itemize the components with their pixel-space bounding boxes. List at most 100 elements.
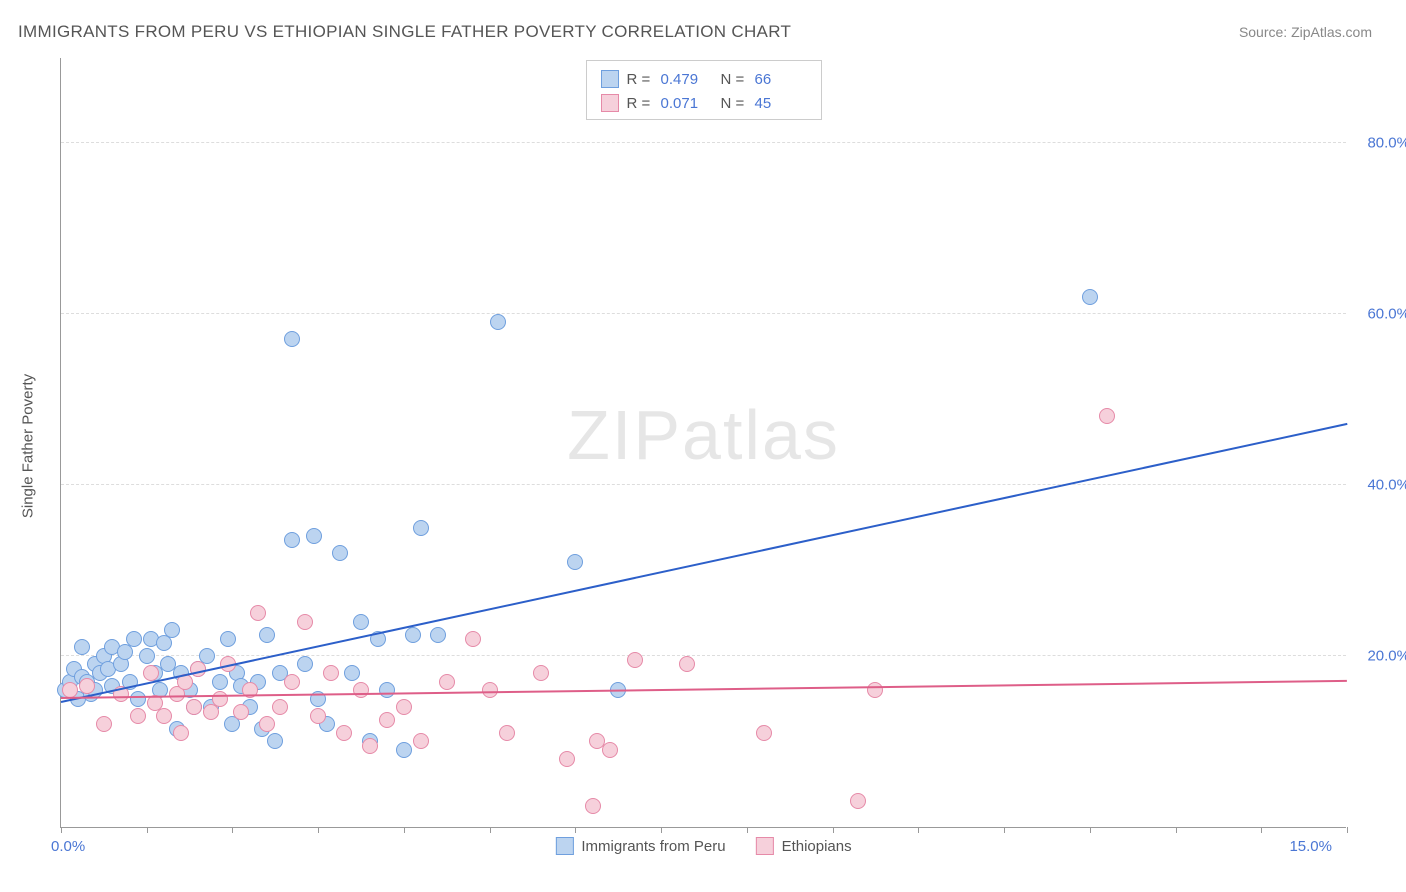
- data-point: [220, 631, 236, 647]
- watermark-rest: atlas: [682, 396, 840, 474]
- data-point: [143, 665, 159, 681]
- data-point: [130, 691, 146, 707]
- n-value-peru: 66: [755, 71, 807, 88]
- trend-line: [61, 423, 1347, 703]
- data-point: [323, 665, 339, 681]
- data-point: [96, 716, 112, 732]
- data-point: [267, 733, 283, 749]
- y-tick-label: 80.0%: [1354, 134, 1406, 151]
- data-point: [482, 682, 498, 698]
- data-point: [126, 631, 142, 647]
- data-point: [284, 674, 300, 690]
- x-tick: [1261, 827, 1262, 833]
- data-point: [250, 605, 266, 621]
- swatch-ethiopian: [601, 94, 619, 112]
- r-label: R =: [627, 95, 653, 112]
- data-point: [362, 738, 378, 754]
- data-point: [679, 656, 695, 672]
- data-point: [396, 742, 412, 758]
- swatch-peru: [601, 70, 619, 88]
- data-point: [297, 656, 313, 672]
- x-tick: [147, 827, 148, 833]
- x-tick: [318, 827, 319, 833]
- data-point: [379, 712, 395, 728]
- data-point: [1099, 408, 1115, 424]
- data-point: [756, 725, 772, 741]
- data-point: [233, 704, 249, 720]
- data-point: [139, 648, 155, 664]
- y-axis-title: Single Father Poverty: [20, 374, 37, 518]
- data-point: [465, 631, 481, 647]
- data-point: [272, 699, 288, 715]
- data-point: [396, 699, 412, 715]
- data-point: [533, 665, 549, 681]
- grid-line: 40.0%: [61, 484, 1346, 485]
- x-tick: [575, 827, 576, 833]
- data-point: [353, 614, 369, 630]
- data-point: [212, 674, 228, 690]
- swatch-ethiopian: [756, 837, 774, 855]
- y-tick-label: 40.0%: [1354, 476, 1406, 493]
- data-point: [79, 678, 95, 694]
- x-tick: [1004, 827, 1005, 833]
- data-point: [499, 725, 515, 741]
- data-point: [430, 627, 446, 643]
- series-legend: Immigrants from Peru Ethiopians: [555, 837, 851, 855]
- r-label: R =: [627, 71, 653, 88]
- data-point: [1082, 289, 1098, 305]
- data-point: [867, 682, 883, 698]
- watermark: ZIPatlas: [567, 395, 840, 475]
- data-point: [602, 742, 618, 758]
- r-value-peru: 0.479: [661, 71, 713, 88]
- correlation-row-ethiopian: R = 0.071 N = 45: [601, 91, 807, 115]
- plot-area: ZIPatlas 20.0%40.0%60.0%80.0% 0.0% 15.0%…: [60, 58, 1346, 828]
- y-tick-label: 20.0%: [1354, 647, 1406, 664]
- x-axis-end-label: 15.0%: [1289, 838, 1332, 855]
- x-tick: [1090, 827, 1091, 833]
- x-tick: [490, 827, 491, 833]
- n-value-ethiopian: 45: [755, 95, 807, 112]
- x-tick: [833, 827, 834, 833]
- data-point: [284, 331, 300, 347]
- x-tick: [232, 827, 233, 833]
- data-point: [439, 674, 455, 690]
- data-point: [379, 682, 395, 698]
- data-point: [156, 708, 172, 724]
- data-point: [332, 545, 348, 561]
- x-axis-start-label: 0.0%: [51, 838, 85, 855]
- x-tick: [918, 827, 919, 833]
- data-point: [567, 554, 583, 570]
- data-point: [259, 716, 275, 732]
- x-tick: [404, 827, 405, 833]
- x-tick: [1176, 827, 1177, 833]
- watermark-bold: ZIP: [567, 396, 682, 474]
- grid-line: 20.0%: [61, 655, 1346, 656]
- legend-item-ethiopian: Ethiopians: [756, 837, 852, 855]
- data-point: [490, 314, 506, 330]
- y-tick-label: 60.0%: [1354, 305, 1406, 322]
- data-point: [62, 682, 78, 698]
- data-point: [284, 532, 300, 548]
- x-tick: [1347, 827, 1348, 833]
- legend-label-ethiopian: Ethiopians: [782, 838, 852, 855]
- data-point: [627, 652, 643, 668]
- correlation-row-peru: R = 0.479 N = 66: [601, 67, 807, 91]
- data-point: [310, 708, 326, 724]
- data-point: [186, 699, 202, 715]
- chart-title: IMMIGRANTS FROM PERU VS ETHIOPIAN SINGLE…: [18, 22, 791, 42]
- legend-item-peru: Immigrants from Peru: [555, 837, 725, 855]
- data-point: [306, 528, 322, 544]
- data-point: [130, 708, 146, 724]
- data-point: [164, 622, 180, 638]
- data-point: [212, 691, 228, 707]
- swatch-peru: [555, 837, 573, 855]
- source-label: Source: ZipAtlas.com: [1239, 24, 1372, 40]
- data-point: [336, 725, 352, 741]
- x-tick: [61, 827, 62, 833]
- n-label: N =: [721, 71, 747, 88]
- data-point: [405, 627, 421, 643]
- grid-line: 60.0%: [61, 313, 1346, 314]
- x-tick: [661, 827, 662, 833]
- data-point: [297, 614, 313, 630]
- data-point: [173, 725, 189, 741]
